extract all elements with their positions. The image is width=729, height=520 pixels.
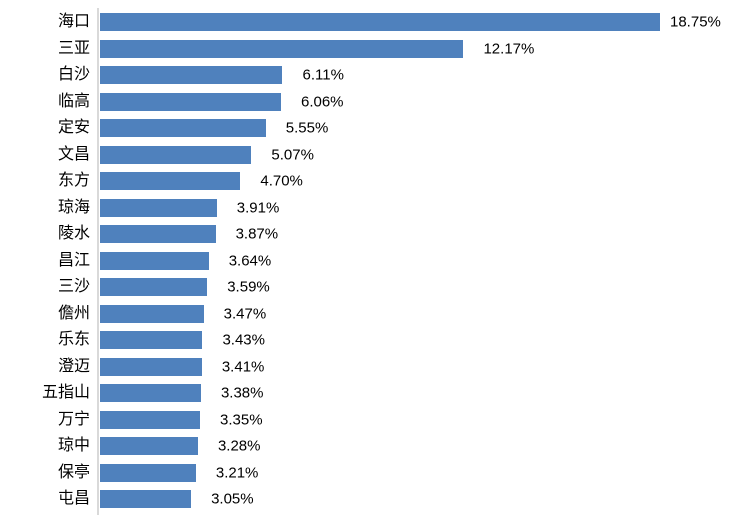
value-label: 3.91% bbox=[236, 199, 280, 217]
bar-row: 万宁 3.35% bbox=[0, 407, 729, 434]
bar bbox=[100, 437, 198, 456]
bar-row: 文昌 5.07% bbox=[0, 142, 729, 169]
bar-area: 4.70% bbox=[100, 168, 729, 195]
bar-row: 海口 18.75% bbox=[0, 9, 729, 36]
value-label: 3.28% bbox=[217, 437, 261, 455]
bar-row: 东方 4.70% bbox=[0, 168, 729, 195]
value-label: 3.64% bbox=[228, 252, 272, 270]
category-label: 屯昌 bbox=[57, 490, 90, 508]
bar-area: 3.43% bbox=[100, 327, 729, 354]
bar-area: 3.91% bbox=[100, 195, 729, 222]
bar-area: 3.87% bbox=[100, 221, 729, 248]
bar-area: 3.41% bbox=[100, 354, 729, 381]
value-label: 3.41% bbox=[221, 358, 265, 376]
bar-area: 3.38% bbox=[100, 380, 729, 407]
bar bbox=[100, 463, 196, 482]
value-label: 5.55% bbox=[285, 119, 329, 137]
category-label: 白沙 bbox=[57, 66, 90, 84]
bar-row: 屯昌 3.05% bbox=[0, 486, 729, 513]
bar-row: 昌江 3.64% bbox=[0, 248, 729, 275]
value-label: 3.43% bbox=[222, 331, 265, 349]
value-label: 6.06% bbox=[300, 93, 344, 111]
bar-area: 3.28% bbox=[100, 433, 729, 460]
category-label: 儋州 bbox=[57, 304, 90, 322]
bar-area: 3.47% bbox=[100, 301, 729, 328]
bar bbox=[100, 304, 204, 323]
bar bbox=[100, 384, 201, 403]
bar-row: 陵水 3.87% bbox=[0, 221, 729, 248]
bar-row: 三沙 3.59% bbox=[0, 274, 729, 301]
bar-row: 澄迈 3.41% bbox=[0, 354, 729, 381]
bar bbox=[100, 66, 283, 85]
y-axis-line bbox=[97, 8, 99, 515]
bar-row: 保亭 3.21% bbox=[0, 460, 729, 487]
bar-rows: 海口 18.75% 三亚 12.17% 白沙 6.11% 临高 6.06% 定安… bbox=[0, 9, 729, 513]
bar-area: 3.64% bbox=[100, 248, 729, 275]
value-label: 4.70% bbox=[260, 172, 303, 190]
bar-row: 三亚 12.17% bbox=[0, 36, 729, 63]
category-label: 定安 bbox=[57, 119, 90, 137]
value-label: 3.59% bbox=[227, 278, 270, 296]
value-label: 3.87% bbox=[235, 225, 279, 243]
bar-row: 乐东 3.43% bbox=[0, 327, 729, 354]
bar bbox=[100, 331, 203, 350]
bar-row: 定安 5.55% bbox=[0, 115, 729, 142]
value-label: 3.47% bbox=[223, 305, 267, 323]
bar bbox=[100, 490, 192, 509]
value-label: 3.35% bbox=[220, 411, 263, 429]
bar-row: 儋州 3.47% bbox=[0, 301, 729, 328]
bar bbox=[100, 13, 660, 32]
bar bbox=[100, 172, 241, 191]
bar-area: 5.07% bbox=[100, 142, 729, 169]
bar-area: 3.59% bbox=[100, 274, 729, 301]
bar bbox=[100, 39, 464, 58]
category-label: 昌江 bbox=[57, 251, 90, 269]
bar bbox=[100, 119, 266, 138]
category-label: 东方 bbox=[57, 172, 90, 190]
category-label: 乐东 bbox=[57, 331, 90, 349]
bar-area: 6.06% bbox=[100, 89, 729, 116]
category-label: 陵水 bbox=[57, 225, 90, 243]
category-label: 三亚 bbox=[57, 39, 90, 57]
value-label: 6.11% bbox=[302, 66, 344, 84]
bar-area: 3.35% bbox=[100, 407, 729, 434]
bar-row: 琼海 3.91% bbox=[0, 195, 729, 222]
bar bbox=[100, 225, 216, 244]
category-label: 琼中 bbox=[57, 437, 90, 455]
bar bbox=[100, 92, 281, 111]
category-label: 澄迈 bbox=[57, 357, 90, 375]
bar-row: 五指山 3.38% bbox=[0, 380, 729, 407]
bar-area: 12.17% bbox=[100, 36, 729, 63]
category-label: 临高 bbox=[57, 92, 90, 110]
bar-row: 琼中 3.28% bbox=[0, 433, 729, 460]
value-label: 3.38% bbox=[220, 384, 264, 402]
bar-area: 3.05% bbox=[100, 486, 729, 513]
bar-row: 临高 6.06% bbox=[0, 89, 729, 116]
category-label: 海口 bbox=[57, 13, 90, 31]
category-label: 文昌 bbox=[57, 145, 90, 163]
bar bbox=[100, 198, 217, 217]
bar bbox=[100, 145, 252, 164]
bar-row: 白沙 6.11% bbox=[0, 62, 729, 89]
bar bbox=[100, 357, 202, 376]
value-label: 3.05% bbox=[211, 490, 254, 508]
value-label: 18.75% bbox=[670, 13, 721, 31]
category-label: 五指山 bbox=[41, 384, 90, 402]
category-label: 保亭 bbox=[57, 463, 90, 481]
bar bbox=[100, 410, 201, 429]
bar-area: 18.75% bbox=[100, 9, 729, 36]
value-label: 5.07% bbox=[271, 146, 314, 164]
bar bbox=[100, 251, 209, 270]
category-label: 万宁 bbox=[57, 410, 90, 428]
category-label: 琼海 bbox=[57, 198, 90, 216]
category-label: 三沙 bbox=[57, 278, 90, 296]
bar-area: 6.11% bbox=[100, 62, 729, 89]
value-label: 3.21% bbox=[215, 464, 259, 482]
bar-area: 5.55% bbox=[100, 115, 729, 142]
value-label: 12.17% bbox=[483, 40, 535, 58]
bar bbox=[100, 278, 208, 297]
bar-area: 3.21% bbox=[100, 460, 729, 487]
